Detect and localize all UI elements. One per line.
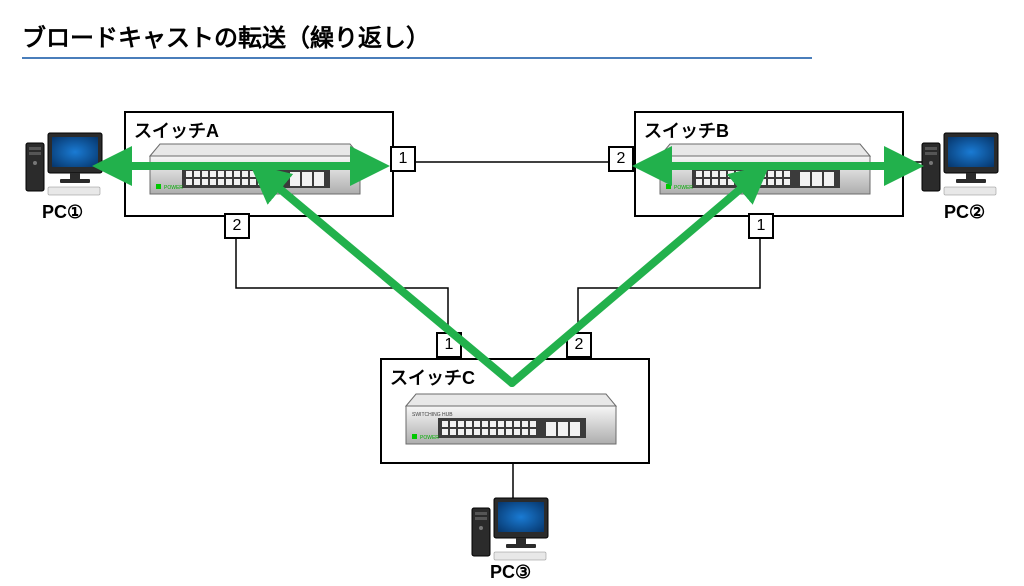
switch-b-port-1: 1: [748, 213, 774, 239]
pc2-label: PC②: [944, 202, 985, 223]
switch-b-port-2: 2: [608, 146, 634, 172]
pc3-label: PC③: [490, 562, 531, 583]
switch-b-label: スイッチB: [644, 117, 729, 143]
switch-c-label: スイッチC: [390, 364, 475, 390]
switch-a-port-2: 2: [224, 213, 250, 239]
switch-a-port-1: 1: [390, 146, 416, 172]
pc2-icon: [922, 133, 998, 195]
switch-c-port-1: 1: [436, 332, 462, 358]
switch-a-box: スイッチA: [124, 111, 394, 217]
switch-a-label: スイッチA: [134, 117, 219, 143]
switch-devices-layer: SWITCHING HUB POWER: [0, 0, 1024, 586]
arrow-layer: [0, 0, 1024, 586]
title-underline: [22, 57, 812, 59]
switch-c-port-2: 2: [566, 332, 592, 358]
pc1-icon: [26, 133, 102, 195]
pc1-label: PC①: [42, 202, 83, 223]
page-title: ブロードキャストの転送（繰り返し）: [22, 18, 430, 53]
link-layer: [0, 0, 1024, 586]
pc3-icon: [472, 498, 548, 560]
switch-c-box: スイッチC: [380, 358, 650, 464]
switch-b-box: スイッチB: [634, 111, 904, 217]
